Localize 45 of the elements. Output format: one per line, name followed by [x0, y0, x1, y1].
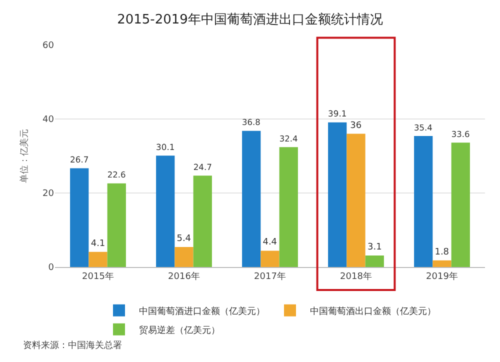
bar: [174, 247, 194, 267]
data-label: 26.7: [70, 154, 89, 164]
legend-label: 中国葡萄酒进口金额（亿美元）: [139, 306, 265, 317]
bar: [432, 260, 452, 267]
bar: [451, 142, 470, 267]
data-label: 1.8: [434, 247, 450, 258]
data-label: 5.4: [176, 234, 192, 244]
legend-label: 贸易逆差（亿美元）: [139, 324, 220, 336]
x-tick-label: 2019年: [426, 270, 458, 282]
data-label: 33.6: [451, 128, 470, 139]
bar: [88, 252, 108, 267]
bar: [365, 256, 384, 267]
bar: [242, 130, 261, 267]
data-label: 24.7: [193, 162, 212, 172]
data-label: 35.4: [414, 122, 432, 132]
x-tick-label: 2016年: [168, 270, 200, 282]
data-label: 39.1: [328, 108, 347, 119]
bar: [346, 134, 366, 267]
data-label: 36.8: [242, 117, 260, 128]
bar: [193, 176, 212, 267]
data-label: 4.4: [262, 238, 278, 248]
y-tick-label: 40: [42, 115, 54, 126]
text: 资料来源：中国海关总署: [23, 340, 122, 351]
x-tick-label: 2017年: [254, 270, 286, 282]
data-label: 32.4: [279, 133, 298, 144]
y-tick-label: 20: [42, 189, 54, 200]
bar: [107, 183, 126, 267]
y-tick-label: 0: [48, 263, 54, 274]
data-label: 36: [350, 120, 362, 131]
legend-label: 中国葡萄酒出口金额（亿美元）: [310, 306, 436, 317]
data-label: 30.1: [156, 142, 175, 152]
data-label: 22.6: [107, 170, 126, 180]
bar: [70, 168, 89, 267]
data-label: 3.1: [367, 242, 382, 253]
x-tick-label: 2018年: [340, 270, 372, 282]
bar: [260, 250, 280, 267]
bar: [328, 122, 347, 267]
chart-title: 2015-2019年中国葡萄酒进出口金额统计情况: [117, 12, 383, 28]
bar: [156, 156, 175, 267]
y-tick-label: 60: [42, 41, 54, 52]
y-axis-title: 单位：亿美元: [19, 129, 30, 183]
x-tick-label: 2015年: [82, 270, 114, 282]
bar: [414, 136, 433, 267]
data-label: 4.1: [90, 238, 106, 249]
bar: [279, 147, 298, 267]
